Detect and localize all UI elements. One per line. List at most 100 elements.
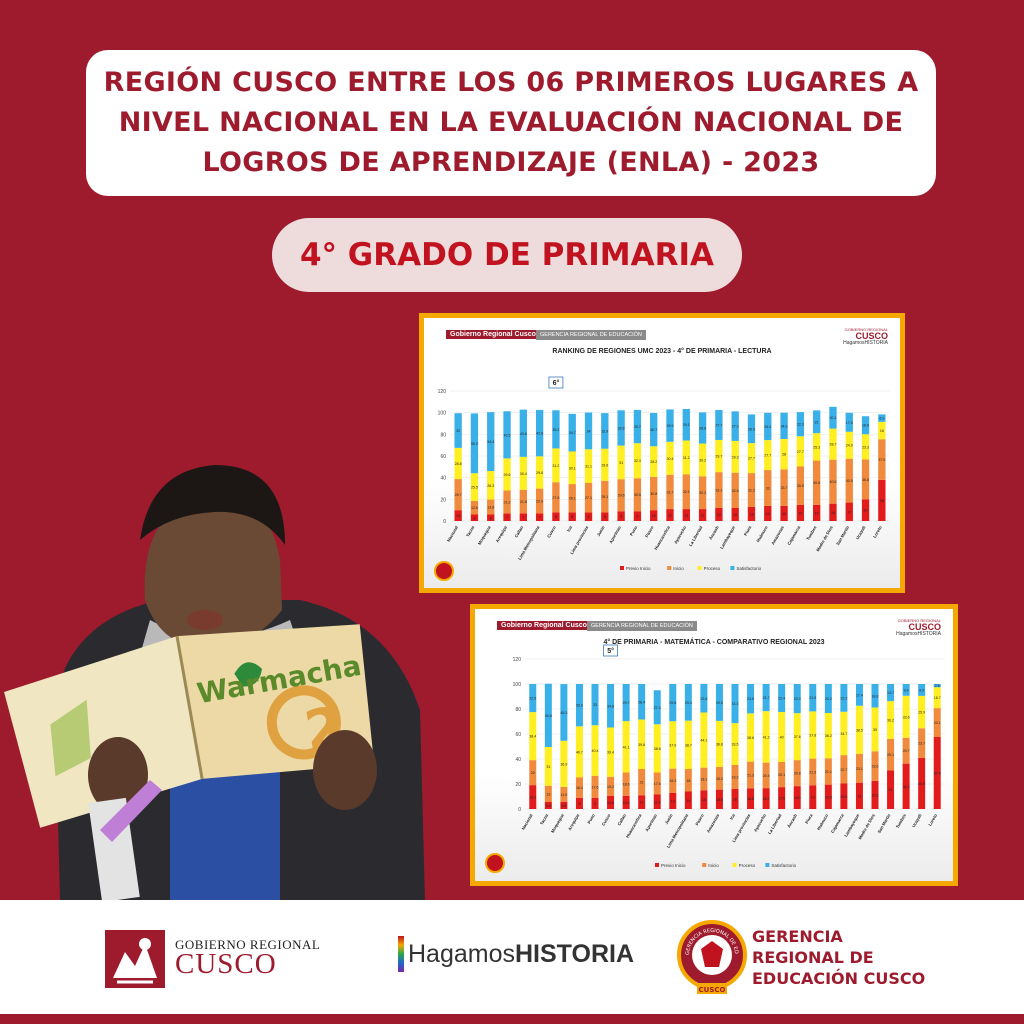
- bar-segment-inicio: [638, 769, 646, 796]
- x-tick-label: Nacional: [521, 813, 534, 831]
- legend-swatch: [697, 566, 702, 570]
- data-label: 35.5: [797, 484, 804, 488]
- data-label: 35: [873, 728, 877, 732]
- bar-segment-previo-inicio: [878, 479, 886, 521]
- data-label: 20.4: [840, 795, 847, 799]
- data-label: 18.8: [872, 694, 879, 698]
- data-label: 20.1: [778, 773, 785, 777]
- data-label: 11: [640, 801, 644, 805]
- bar-segment-satisfactorio: [560, 684, 568, 741]
- data-label: 22.8: [700, 697, 707, 701]
- data-label: 8: [604, 515, 606, 519]
- data-label: 54.4: [487, 440, 494, 444]
- bar-segment-previo-inicio: [638, 795, 646, 809]
- data-label: 33: [766, 486, 770, 490]
- grade-label: 4° GRADO DE PRIMARIA: [299, 237, 715, 273]
- data-label: 27.7: [748, 457, 755, 461]
- data-label: 33.6: [903, 715, 910, 719]
- bar-segment-previo-inicio: [487, 514, 495, 521]
- data-label: 7: [522, 516, 524, 520]
- data-label: 34.8: [607, 704, 614, 708]
- y-tick-label: 20: [440, 497, 446, 503]
- data-label: 38.6: [747, 736, 754, 740]
- data-label: 37.5: [878, 458, 885, 462]
- bar-segment-previo-inicio: [861, 499, 870, 521]
- bar-segment-inicio: [682, 474, 690, 510]
- bar-segment-inicio: [560, 786, 568, 802]
- bar-segment-satisfactorio: [813, 410, 821, 434]
- data-label: 40.7: [576, 750, 583, 754]
- bar-segment-proceso: [861, 434, 870, 460]
- bar-segment-satisfactorio: [529, 684, 537, 713]
- chart-logo-big: CUSCO: [855, 331, 888, 341]
- data-label: 25.2: [764, 425, 771, 429]
- data-label: 19.2: [732, 776, 739, 780]
- data-label: 39.6: [638, 743, 645, 747]
- bar-segment-satisfactorio: [454, 413, 462, 448]
- x-tick-label: Apurímac: [644, 812, 658, 832]
- x-tick-label: Junín: [664, 813, 674, 826]
- data-label: 37.6: [794, 735, 801, 739]
- data-label: 25.3: [813, 445, 820, 449]
- bar-segment-satisfactorio: [487, 412, 495, 472]
- data-label: 27.1: [585, 496, 592, 500]
- data-label: 40.4: [592, 749, 599, 753]
- bar-segment-proceso: [601, 448, 609, 481]
- data-label: 50.6: [545, 714, 552, 718]
- legend-label: Satisfactorio: [736, 566, 761, 571]
- bar-segment-proceso: [878, 421, 886, 440]
- data-label: 23.7: [918, 742, 925, 746]
- data-label: 30.4: [667, 457, 674, 461]
- data-label: 20: [531, 771, 535, 775]
- bar-segment-proceso: [552, 448, 560, 483]
- bar-segment-proceso: [519, 456, 527, 490]
- data-label: 34.7: [840, 732, 847, 736]
- data-label: 20.4: [763, 774, 770, 778]
- legend-swatch: [655, 863, 659, 867]
- data-label: 18.6: [623, 783, 630, 787]
- bar-segment-inicio: [764, 470, 772, 506]
- data-label: 31: [889, 788, 893, 792]
- legend-swatch: [732, 863, 737, 867]
- chart-title: RANKING DE REGIONES UMC 2023 - 4° DE PRI…: [552, 348, 772, 355]
- data-label: 19: [811, 796, 815, 800]
- bar-segment-satisfactorio: [878, 414, 886, 422]
- bar-segment-inicio: [519, 489, 527, 514]
- x-tick-label: Ayacucho: [673, 525, 687, 545]
- data-label: 24.3: [781, 424, 788, 428]
- bar-segment-previo-inicio: [871, 780, 879, 809]
- data-label: 40.9: [918, 782, 925, 786]
- bar-segment-proceso: [454, 447, 462, 480]
- bar-segment-previo-inicio: [764, 505, 772, 521]
- bar-segment-inicio: [715, 472, 723, 508]
- data-label: 31.7: [667, 490, 674, 494]
- gobierno-regional-logo: GOBIERNO REGIONAL CUSCO: [105, 930, 320, 990]
- data-label: 29.7: [715, 455, 722, 459]
- chart-logo: GOBIERNO REGIONAL CUSCO HagamosHISTORIA: [843, 328, 888, 346]
- data-label: 6: [473, 516, 475, 520]
- x-tick-label: Áncash: [786, 813, 798, 829]
- bar-segment-inicio: [487, 499, 495, 515]
- seal-icon: [434, 561, 454, 581]
- boy-reading-photo: Warmacha 2: [4, 465, 425, 900]
- x-tick-label: Moquegua: [550, 812, 565, 833]
- data-label: 31.2: [552, 464, 559, 468]
- data-label: 17.6: [654, 782, 661, 786]
- cusco-label: CUSCO: [175, 948, 277, 980]
- footer: [0, 900, 1024, 1024]
- y-tick-label: 60: [515, 732, 521, 738]
- data-label: 16.4: [576, 786, 583, 790]
- bar-segment-proceso: [918, 695, 926, 729]
- legend-swatch: [667, 566, 672, 570]
- bar-segment-satisfactorio: [519, 409, 527, 457]
- bar-segment-satisfactorio: [535, 409, 544, 457]
- bar-segment-previo-inicio: [796, 504, 805, 521]
- data-label: 28.4: [638, 700, 645, 704]
- x-tick-label: Callao: [616, 813, 627, 827]
- lectura-chart-card: Gobierno Regional Cusco GERENCIA REGIONA…: [419, 313, 905, 593]
- data-label: 27.7: [764, 454, 771, 458]
- bar-segment-satisfactorio: [568, 413, 576, 452]
- data-label: 28: [782, 453, 786, 457]
- matematica-chart: Gobierno Regional Cusco GERENCIA REGIONA…: [475, 609, 953, 881]
- bar-segment-previo-inicio: [682, 509, 690, 521]
